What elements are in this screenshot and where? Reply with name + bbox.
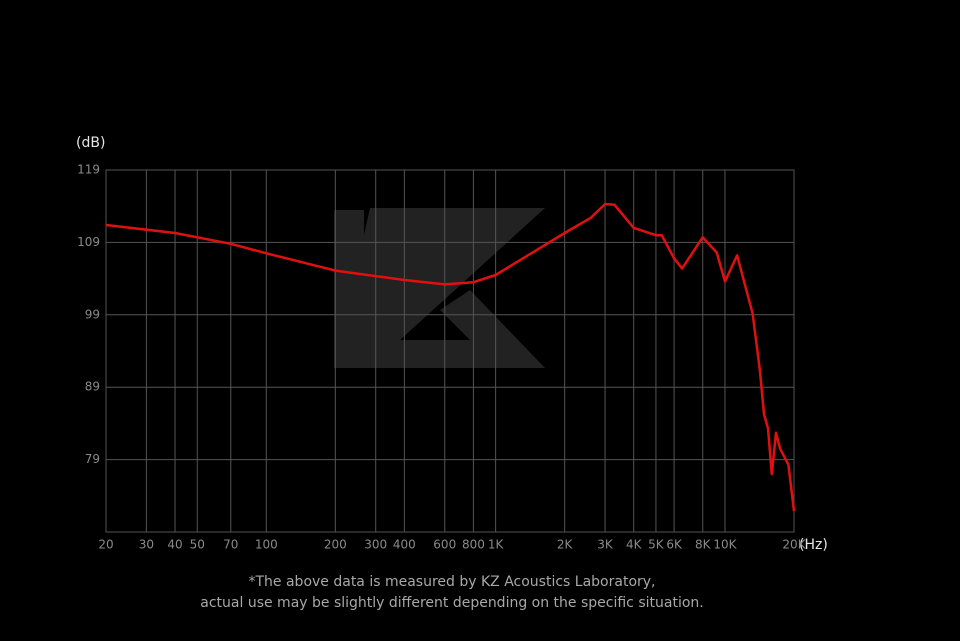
x-tick-label: 3K bbox=[597, 538, 614, 552]
x-tick-label: 1K bbox=[488, 538, 505, 552]
x-tick-label: 4K bbox=[626, 538, 643, 552]
x-tick-label: 6K bbox=[666, 538, 683, 552]
response-curve bbox=[105, 202, 796, 512]
x-tick-label: 50 bbox=[190, 538, 205, 552]
x-tick-label: 40 bbox=[167, 538, 182, 552]
x-tick-label: 20 bbox=[98, 538, 113, 552]
x-tick-label: 20K bbox=[782, 538, 806, 552]
y-tick-label: 109 bbox=[77, 235, 100, 249]
x-tick-label: 70 bbox=[223, 538, 238, 552]
y-tick-label: 99 bbox=[85, 307, 100, 321]
x-tick-label: 800 bbox=[462, 538, 485, 552]
x-tick-label: 30 bbox=[139, 538, 154, 552]
x-tick-label: 400 bbox=[393, 538, 416, 552]
x-tick-label: 2K bbox=[557, 538, 574, 552]
x-tick-label: 8K bbox=[695, 538, 712, 552]
x-tick-label: 300 bbox=[364, 538, 387, 552]
y-axis-label: (dB) bbox=[76, 135, 105, 151]
watermark bbox=[334, 208, 545, 368]
y-tick-label: 89 bbox=[85, 380, 100, 394]
x-tick-label: 600 bbox=[433, 538, 456, 552]
x-tick-label: 5K bbox=[648, 538, 665, 552]
x-tick-label: 100 bbox=[255, 538, 278, 552]
x-tick-label: 10K bbox=[713, 538, 737, 552]
x-axis-label: (Hz) bbox=[799, 537, 828, 553]
x-tick-label: 200 bbox=[324, 538, 347, 552]
footnote: *The above data is measured by KZ Acoust… bbox=[248, 574, 655, 590]
y-tick-label: 79 bbox=[85, 452, 100, 466]
footnote: actual use may be slightly different dep… bbox=[200, 595, 703, 611]
y-tick-label: 119 bbox=[77, 163, 100, 177]
